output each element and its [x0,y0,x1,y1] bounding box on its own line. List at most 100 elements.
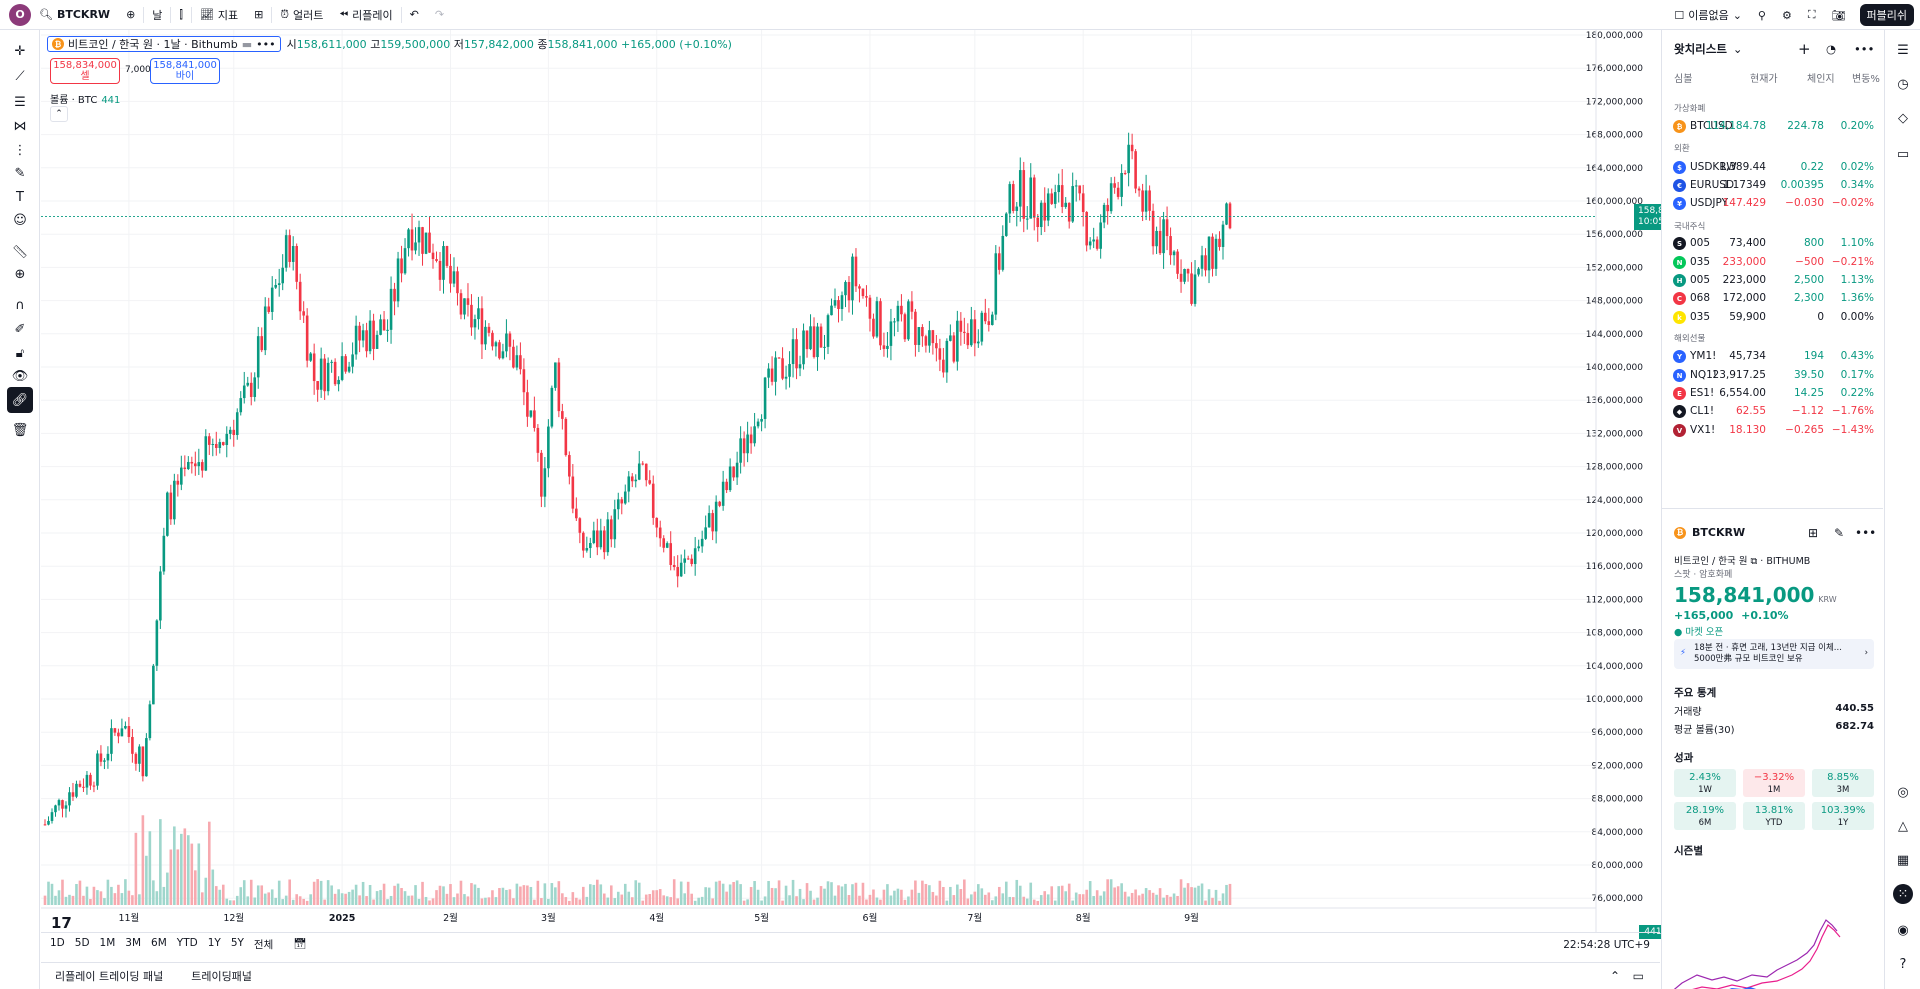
external-link-icon[interactable]: ⧉ [1750,556,1758,567]
user-avatar[interactable]: O [9,3,31,26]
help-icon[interactable]: ? [1899,956,1907,972]
quick-search-button[interactable]: ⚲ [1750,0,1774,30]
undo-button[interactable]: ↶ [402,0,427,30]
perf-cell[interactable]: 2.43% 1W [1674,769,1736,797]
lock-icon[interactable]: 🔓︎ [15,345,25,361]
target-icon[interactable]: ◎ [1897,784,1909,800]
watchlist-row[interactable]: E ES1! 6,554.00 14.25 0.22% [1662,383,1883,405]
details-symbol[interactable]: BTCKRW [1692,526,1746,539]
perf-cell[interactable]: 103.39% 1Y [1812,802,1874,830]
alerts-clock-icon[interactable]: ◷ [1897,76,1909,92]
settings-button[interactable]: ⚙︎ [1774,0,1800,30]
watchlist-layout-icon[interactable]: ◔ [1826,42,1837,56]
chevron-down-icon[interactable]: ⌄ [1732,42,1743,56]
ruler-icon[interactable]: 📏︎ [11,244,29,260]
fullscreen-button[interactable]: ⛶ [1800,0,1824,30]
pattern-icon[interactable]: ⋈ [13,118,27,134]
watchlist-row[interactable]: N 035 233,000 −500 −0.21% [1662,252,1883,274]
zoom-in-icon[interactable]: ⊕ [14,266,26,282]
range-5y[interactable]: 5Y [230,937,244,949]
brush-icon[interactable]: ✎ [14,165,26,181]
text-icon[interactable]: T [16,189,24,205]
watchlist-group-3[interactable]: 해외선물 [1674,334,1706,344]
redo-button[interactable]: ↷ [427,0,452,30]
watchlist-row[interactable]: ¥ USDJPY 147.429 −0.030 −0.02% [1662,193,1883,215]
chevron-up-icon[interactable]: ⌃ [1609,969,1620,983]
col-change-pct[interactable]: 변동% [1852,74,1880,85]
range-1d[interactable]: 1D [50,937,65,949]
fib-lines-icon[interactable]: ☰ [14,94,26,110]
buy-button[interactable]: 158,841,000 바이 [150,58,220,84]
indicators-button[interactable]: 📈︎ 지표 [192,0,246,30]
range-1y[interactable]: 1Y [207,937,221,949]
replay-trading-panel-tab[interactable]: 리플레이 트레이딩 패널 [55,970,164,983]
link-icon[interactable]: 🔗︎ [7,387,33,413]
range-3m[interactable]: 3M [125,937,142,949]
watchlist-icon[interactable]: ☰ [1897,42,1909,58]
price-chart[interactable]: 180,000,000 176,000,000 172,000,000 168,000… [41,30,1660,932]
forecast-icon[interactable]: ⋮ [13,142,27,158]
grid-icon[interactable]: ⊞ [1808,526,1819,540]
watchlist-row[interactable]: $ USDKRW 1,389.44 0.22 0.02% [1662,157,1883,179]
maximize-panel-icon[interactable]: ▭ [1632,969,1644,983]
layout-button[interactable]: ☐ 이름없음 ⌄ [1666,0,1750,30]
publish-button[interactable]: 퍼블리쉬 [1859,4,1914,26]
watchlist-row[interactable]: ◆ CL1! 62.55 −1.12 −1.76% [1662,401,1883,423]
more-dots-icon[interactable]: ••• [256,37,276,51]
trash-icon[interactable]: 🗑︎ [11,422,29,438]
more-dots-icon[interactable]: ••• [1855,526,1877,540]
calendar-icon[interactable]: 📅︎ [293,938,307,950]
ideas-icon[interactable]: △ [1898,818,1908,834]
timezone-clock[interactable]: 22:54:28 UTC+9 [1563,938,1650,951]
watchlist-row[interactable]: N NQ1! 23,917.25 39.50 0.17% [1662,365,1883,387]
magnet-icon[interactable]: ∩ [15,297,25,313]
perf-cell[interactable]: 8.85% 3M [1812,769,1874,797]
range-5d[interactable]: 5D [74,937,90,949]
range-6m[interactable]: 6M [151,937,167,949]
calendar-icon[interactable]: ▦ [1896,852,1910,868]
chart-type-button[interactable]: ⫿ [171,0,191,30]
chart-pane[interactable]: 180,000,000 176,000,000 172,000,000 168,000… [41,30,1695,957]
more-dots-icon[interactable]: ••• [1854,42,1875,56]
crosshair-icon[interactable]: ✛ [14,43,26,59]
chat-icon[interactable]: ▭ [1896,146,1910,162]
collapse-legend-button[interactable]: ⌃ [50,106,68,122]
news-card[interactable]: ⚡︎ 18분 전 · 휴면 고래, 13년만 지급 이체... 5000만弗 규… [1674,639,1874,669]
watchlist-row[interactable]: Y YM1! 45,734 194 0.43% [1662,346,1883,368]
edit-icon[interactable]: ✎ [1834,526,1845,540]
templates-button[interactable]: ⊞ [246,0,271,30]
watchlist-row[interactable]: ₿ BTCUSD 114,184.78 224.78 0.20% [1662,116,1883,138]
details-exchange[interactable]: BITHUMB [1766,556,1811,567]
watchlist-row[interactable]: € EURUSD 1.17349 0.00395 0.34% [1662,175,1883,197]
replay-button[interactable]: ⏪︎ 리플레이 [331,0,400,30]
emoji-icon[interactable]: ☺ [13,212,27,228]
watchlist-group-0[interactable]: 가상화폐 [1674,104,1706,114]
layers-icon[interactable]: ◇ [1898,110,1908,126]
interval-button[interactable]: 날 [152,8,163,22]
range-all[interactable]: 전체 [253,939,274,951]
watchlist-row[interactable]: S 005 73,400 800 1.10% [1662,233,1883,255]
trend-line-icon[interactable]: ⟋ [15,68,25,84]
col-change[interactable]: 체인지 [1807,74,1835,85]
range-1m[interactable]: 1M [99,937,116,949]
watchlist-row[interactable]: k 035 59,900 0 0.00% [1662,307,1883,329]
watchlist-group-1[interactable]: 외환 [1674,144,1690,154]
alert-button[interactable]: ⏰︎ 얼러트 [272,0,331,30]
add-symbol-icon[interactable]: + [1798,40,1811,58]
range-ytd[interactable]: YTD [176,937,198,949]
trading-panel-tab[interactable]: 트레이딩패널 [191,970,252,983]
watchlist-group-2[interactable]: 국내주식 [1674,222,1706,232]
apps-grid-icon[interactable]: ⁙ [1893,884,1913,904]
watchlist-row[interactable]: C 068 172,000 2,300 1.36% [1662,288,1883,310]
symbol-legend-box[interactable]: ₿ 비트코인 / 한국 원 · 1날 · Bithumb ▬ ••• [47,36,281,52]
symbol-search-button[interactable]: 🔍︎ BTCKRW [31,0,118,30]
perf-cell[interactable]: 28.19% 6M [1674,802,1736,830]
col-price[interactable]: 현재가 [1750,74,1778,85]
watchlist-row[interactable]: V VX1! 18.130 −0.265 −1.43% [1662,420,1883,442]
pencil-lock-icon[interactable]: ✐ [14,321,26,337]
bookmark-icon[interactable]: ▬ [241,37,253,51]
watchlist-title[interactable]: 왓치리스트 [1674,42,1727,56]
sell-button[interactable]: 158,834,000 셀 [50,58,120,84]
tradingview-logo[interactable]: 17 [51,914,72,932]
broadcast-icon[interactable]: ◉ [1897,922,1909,938]
